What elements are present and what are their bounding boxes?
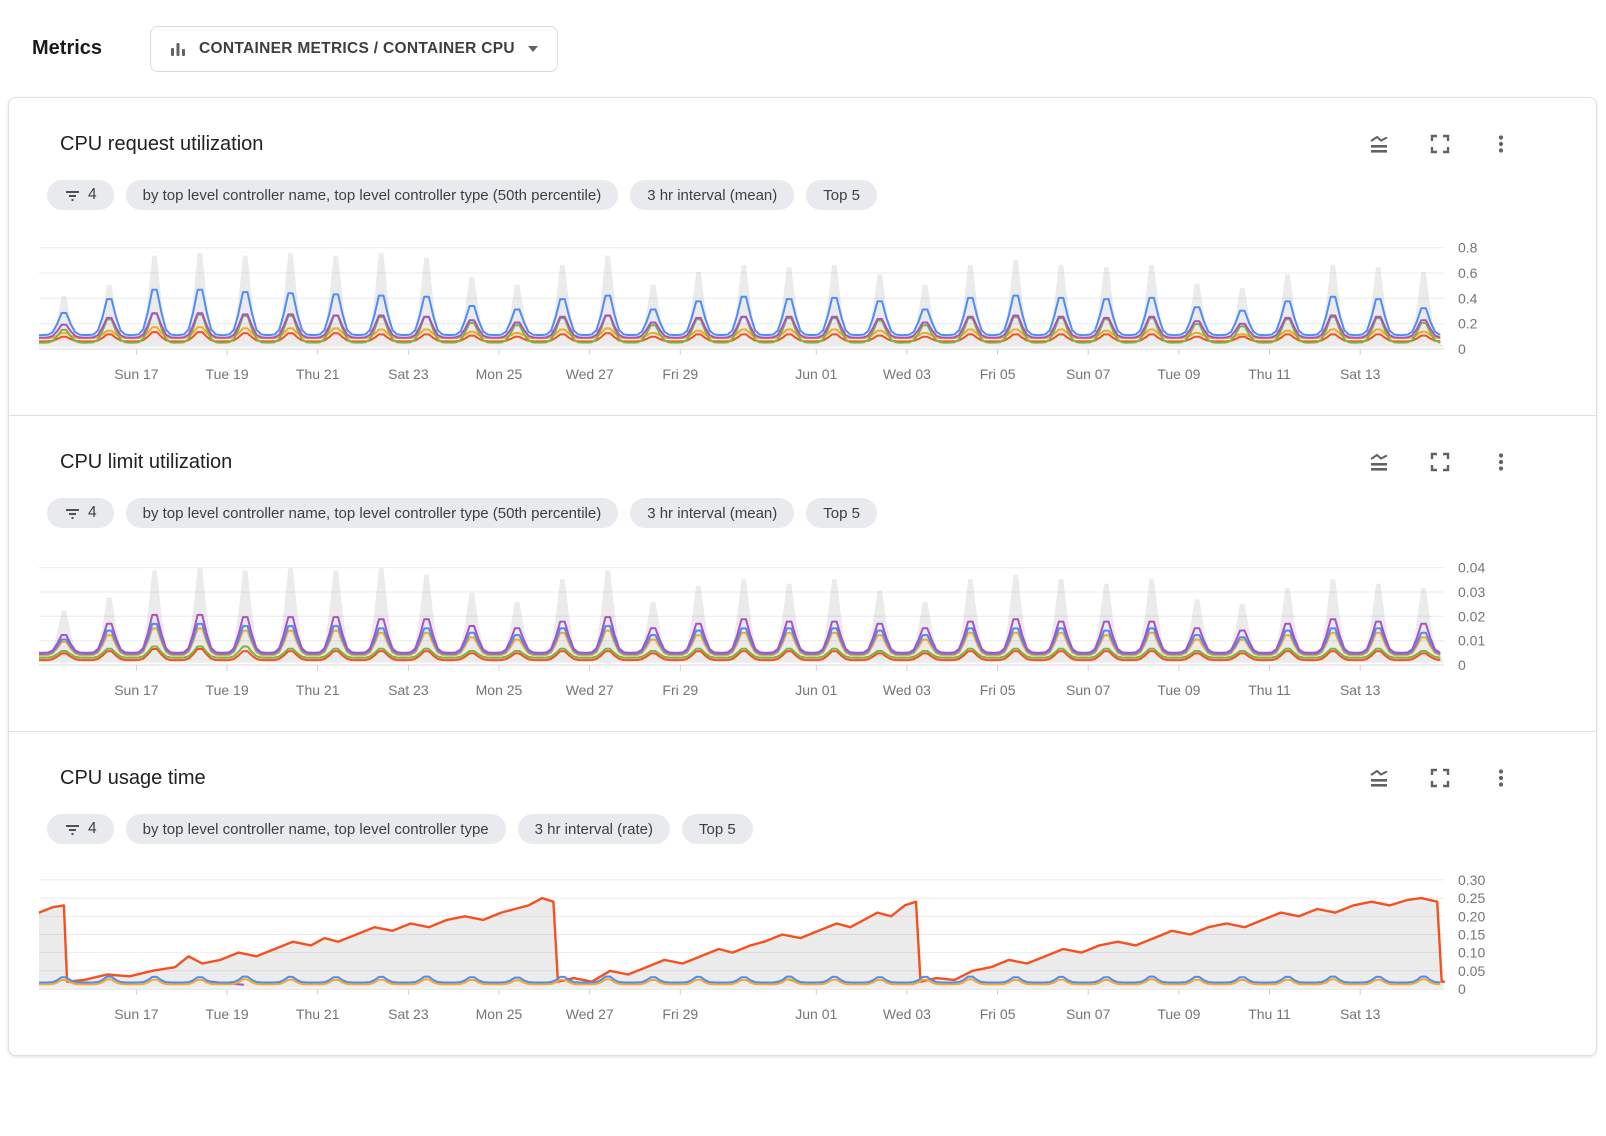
- svg-text:Tue 19: Tue 19: [206, 1006, 249, 1022]
- svg-text:0.2: 0.2: [1458, 316, 1478, 332]
- interval-chip[interactable]: 3 hr interval (mean): [630, 180, 795, 210]
- interval-chip[interactable]: 3 hr interval (mean): [630, 498, 795, 528]
- group-by-chip[interactable]: by top level controller name, top level …: [125, 180, 619, 210]
- filter-icon: [66, 508, 79, 519]
- svg-text:0: 0: [1458, 341, 1466, 357]
- top-n-chip[interactable]: Top 5: [682, 814, 753, 844]
- svg-text:Fri 29: Fri 29: [662, 682, 698, 698]
- chart-title: CPU usage time: [60, 766, 206, 789]
- svg-text:0: 0: [1458, 657, 1466, 673]
- svg-text:Tue 19: Tue 19: [206, 682, 249, 698]
- svg-text:0.05: 0.05: [1458, 963, 1485, 979]
- svg-text:Tue 09: Tue 09: [1157, 1006, 1200, 1022]
- svg-text:Jun 01: Jun 01: [795, 682, 837, 698]
- svg-text:Sun 17: Sun 17: [114, 682, 159, 698]
- chart-title: CPU request utilization: [60, 132, 264, 155]
- svg-text:Wed 27: Wed 27: [566, 682, 614, 698]
- chart-card-cpu-request-utilization: CPU request utilization 4 by top level c…: [9, 98, 1596, 415]
- svg-text:Fri 29: Fri 29: [662, 1006, 698, 1022]
- svg-text:Sat 13: Sat 13: [1340, 366, 1381, 382]
- svg-text:Sat 23: Sat 23: [388, 366, 429, 382]
- time-series-chart[interactable]: 0.30 0.25 0.20 0.15 0.10 0.05 0 Sun 17 Tue 19 Thu…: [37, 860, 1596, 1031]
- svg-text:0.15: 0.15: [1458, 927, 1485, 943]
- chart-type-icon[interactable]: [1368, 767, 1390, 789]
- svg-text:Mon 25: Mon 25: [476, 682, 523, 698]
- more-options-icon[interactable]: [1490, 767, 1512, 789]
- metric-selector-dropdown[interactable]: CONTAINER METRICS / CONTAINER CPU: [150, 25, 558, 72]
- svg-text:0.4: 0.4: [1458, 290, 1478, 306]
- filter-icon: [66, 824, 79, 835]
- svg-text:Mon 25: Mon 25: [476, 1006, 523, 1022]
- svg-text:Thu 21: Thu 21: [296, 366, 340, 382]
- group-by-chip[interactable]: by top level controller name, top level …: [125, 814, 506, 844]
- fullscreen-icon[interactable]: [1429, 451, 1451, 473]
- svg-text:0.20: 0.20: [1458, 908, 1485, 924]
- chart-card-cpu-limit-utilization: CPU limit utilization 4 by top level con…: [9, 415, 1596, 731]
- svg-text:Thu 11: Thu 11: [1248, 1006, 1291, 1022]
- more-options-icon[interactable]: [1490, 133, 1512, 155]
- svg-text:Fri 05: Fri 05: [980, 682, 1016, 698]
- svg-text:0.04: 0.04: [1458, 560, 1485, 576]
- top-n-chip[interactable]: Top 5: [806, 498, 877, 528]
- svg-text:Sat 23: Sat 23: [388, 1006, 429, 1022]
- metrics-bar: Metrics CONTAINER METRICS / CONTAINER CP…: [0, 0, 1606, 97]
- svg-text:Sun 07: Sun 07: [1066, 366, 1111, 382]
- svg-text:0.30: 0.30: [1458, 872, 1485, 888]
- group-by-chip[interactable]: by top level controller name, top level …: [125, 498, 619, 528]
- svg-text:Thu 11: Thu 11: [1248, 366, 1291, 382]
- charts-card: CPU request utilization 4 by top level c…: [8, 97, 1597, 1056]
- svg-text:0.6: 0.6: [1458, 265, 1478, 281]
- svg-text:Fri 29: Fri 29: [662, 366, 698, 382]
- svg-text:Sat 23: Sat 23: [388, 682, 429, 698]
- chart-type-icon[interactable]: [1368, 133, 1390, 155]
- svg-text:Wed 03: Wed 03: [883, 682, 931, 698]
- svg-text:Jun 01: Jun 01: [795, 366, 837, 382]
- svg-text:Sun 17: Sun 17: [114, 1006, 159, 1022]
- svg-text:Tue 09: Tue 09: [1157, 366, 1200, 382]
- top-n-chip[interactable]: Top 5: [806, 180, 877, 210]
- metric-selector-label: CONTAINER METRICS / CONTAINER CPU: [199, 39, 515, 57]
- svg-text:Wed 27: Wed 27: [566, 1006, 614, 1022]
- svg-text:Wed 03: Wed 03: [883, 1006, 931, 1022]
- svg-text:Wed 03: Wed 03: [883, 366, 931, 382]
- svg-text:Tue 19: Tue 19: [206, 366, 249, 382]
- chevron-down-icon: [527, 45, 538, 52]
- time-series-chart[interactable]: 0.04 0.03 0.02 0.01 0 Sun 17 Tue 19 Thu 21 Sat 2…: [38, 544, 1596, 707]
- svg-text:Jun 01: Jun 01: [795, 1006, 837, 1022]
- svg-text:Wed 27: Wed 27: [566, 366, 614, 382]
- filter-count-chip[interactable]: 4: [47, 498, 114, 528]
- bar-chart-icon: [171, 42, 186, 56]
- fullscreen-icon[interactable]: [1429, 133, 1451, 155]
- svg-text:Thu 11: Thu 11: [1248, 682, 1291, 698]
- svg-text:Thu 21: Thu 21: [296, 1006, 340, 1022]
- metrics-label: Metrics: [32, 37, 103, 59]
- filter-count-chip[interactable]: 4: [47, 814, 114, 844]
- svg-text:Fri 05: Fri 05: [980, 366, 1016, 382]
- interval-chip[interactable]: 3 hr interval (rate): [517, 814, 671, 844]
- svg-text:Tue 09: Tue 09: [1157, 682, 1200, 698]
- filter-count-chip[interactable]: 4: [47, 180, 114, 210]
- fullscreen-icon[interactable]: [1429, 767, 1451, 789]
- chart-title: CPU limit utilization: [60, 450, 233, 473]
- svg-text:Sun 07: Sun 07: [1066, 1006, 1111, 1022]
- svg-text:0.10: 0.10: [1458, 945, 1485, 961]
- time-series-chart[interactable]: 0.8 0.6 0.4 0.2 0 Sun 17 Tue 19 Thu 21 Sat 23 Mon…: [38, 226, 1596, 391]
- svg-text:0.01: 0.01: [1458, 633, 1485, 649]
- svg-text:Sun 07: Sun 07: [1066, 682, 1111, 698]
- svg-text:Sun 17: Sun 17: [114, 366, 159, 382]
- svg-text:0.03: 0.03: [1458, 584, 1485, 600]
- filter-icon: [66, 190, 79, 201]
- svg-text:Sat 13: Sat 13: [1340, 682, 1381, 698]
- chart-type-icon[interactable]: [1368, 451, 1390, 473]
- svg-text:Fri 05: Fri 05: [980, 1006, 1016, 1022]
- svg-text:0.02: 0.02: [1458, 608, 1485, 624]
- svg-text:0.8: 0.8: [1458, 240, 1478, 256]
- svg-text:0.25: 0.25: [1458, 890, 1485, 906]
- svg-text:0: 0: [1458, 981, 1466, 997]
- chart-card-cpu-usage-time: CPU usage time 4 by top level controller…: [9, 731, 1596, 1055]
- svg-text:Thu 21: Thu 21: [296, 682, 340, 698]
- svg-text:Sat 13: Sat 13: [1340, 1006, 1381, 1022]
- svg-text:Mon 25: Mon 25: [476, 366, 523, 382]
- more-options-icon[interactable]: [1490, 451, 1512, 473]
